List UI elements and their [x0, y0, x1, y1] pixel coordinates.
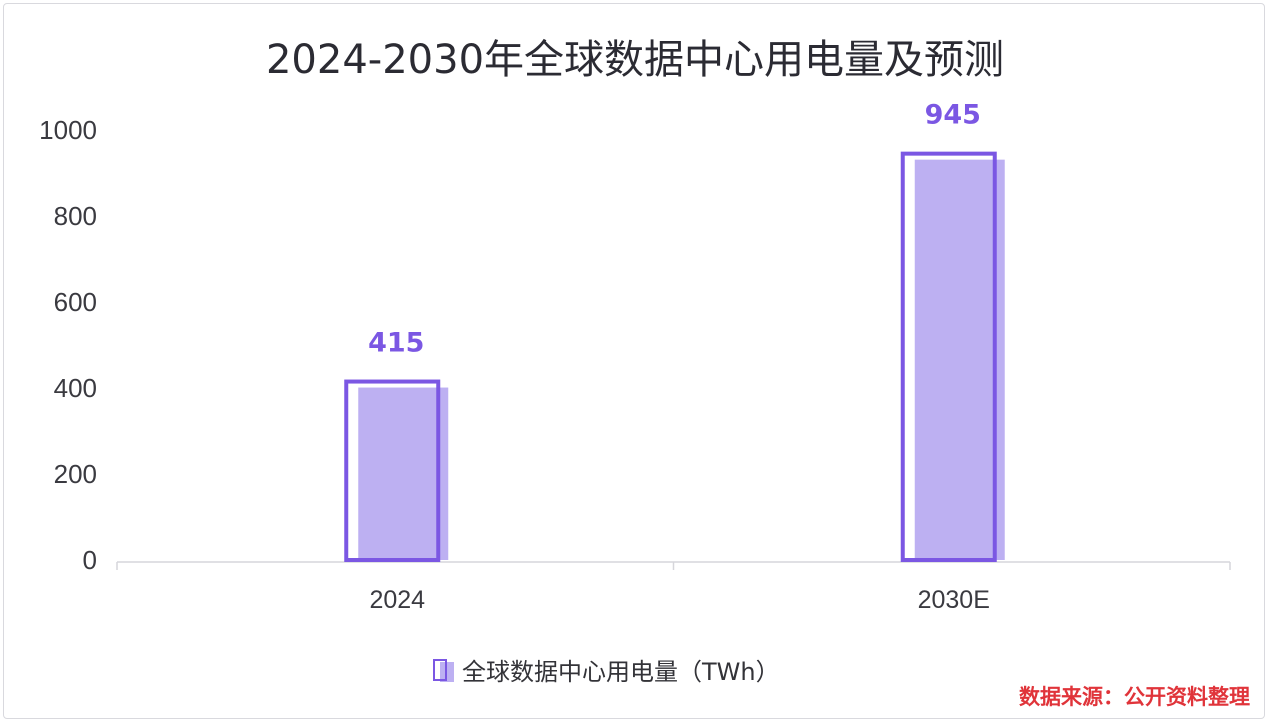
data-labels: 415 945 [368, 100, 981, 359]
bar-fill [914, 159, 1005, 560]
data-label: 945 [925, 100, 981, 131]
y-tick-label: 600 [54, 287, 97, 317]
x-tick-label: 2024 [369, 586, 425, 614]
chart-frame [3, 3, 1265, 719]
y-axis: 0 200 400 600 800 1000 [39, 115, 97, 575]
y-tick-label: 0 [83, 545, 97, 575]
y-tick-label: 800 [54, 201, 97, 231]
legend-swatch [433, 659, 447, 681]
bar [900, 151, 997, 562]
bar [344, 379, 441, 562]
legend-label: 全球数据中心用电量（TWh） [462, 658, 780, 686]
bar-series [344, 151, 1005, 562]
x-tick-label: 2030E [918, 586, 990, 614]
chart-title: 2024-2030年全球数据中心用电量及预测 [266, 37, 1004, 83]
y-tick-label: 400 [54, 373, 97, 403]
y-tick-label: 1000 [39, 115, 97, 145]
y-tick-label: 200 [54, 459, 97, 489]
legend: 全球数据中心用电量（TWh） [433, 658, 780, 686]
data-label: 415 [368, 328, 424, 359]
bar-fill [358, 387, 449, 560]
source-note: 数据来源：公开资料整理 [1019, 685, 1250, 709]
x-axis: 2024 2030E [116, 562, 1231, 614]
